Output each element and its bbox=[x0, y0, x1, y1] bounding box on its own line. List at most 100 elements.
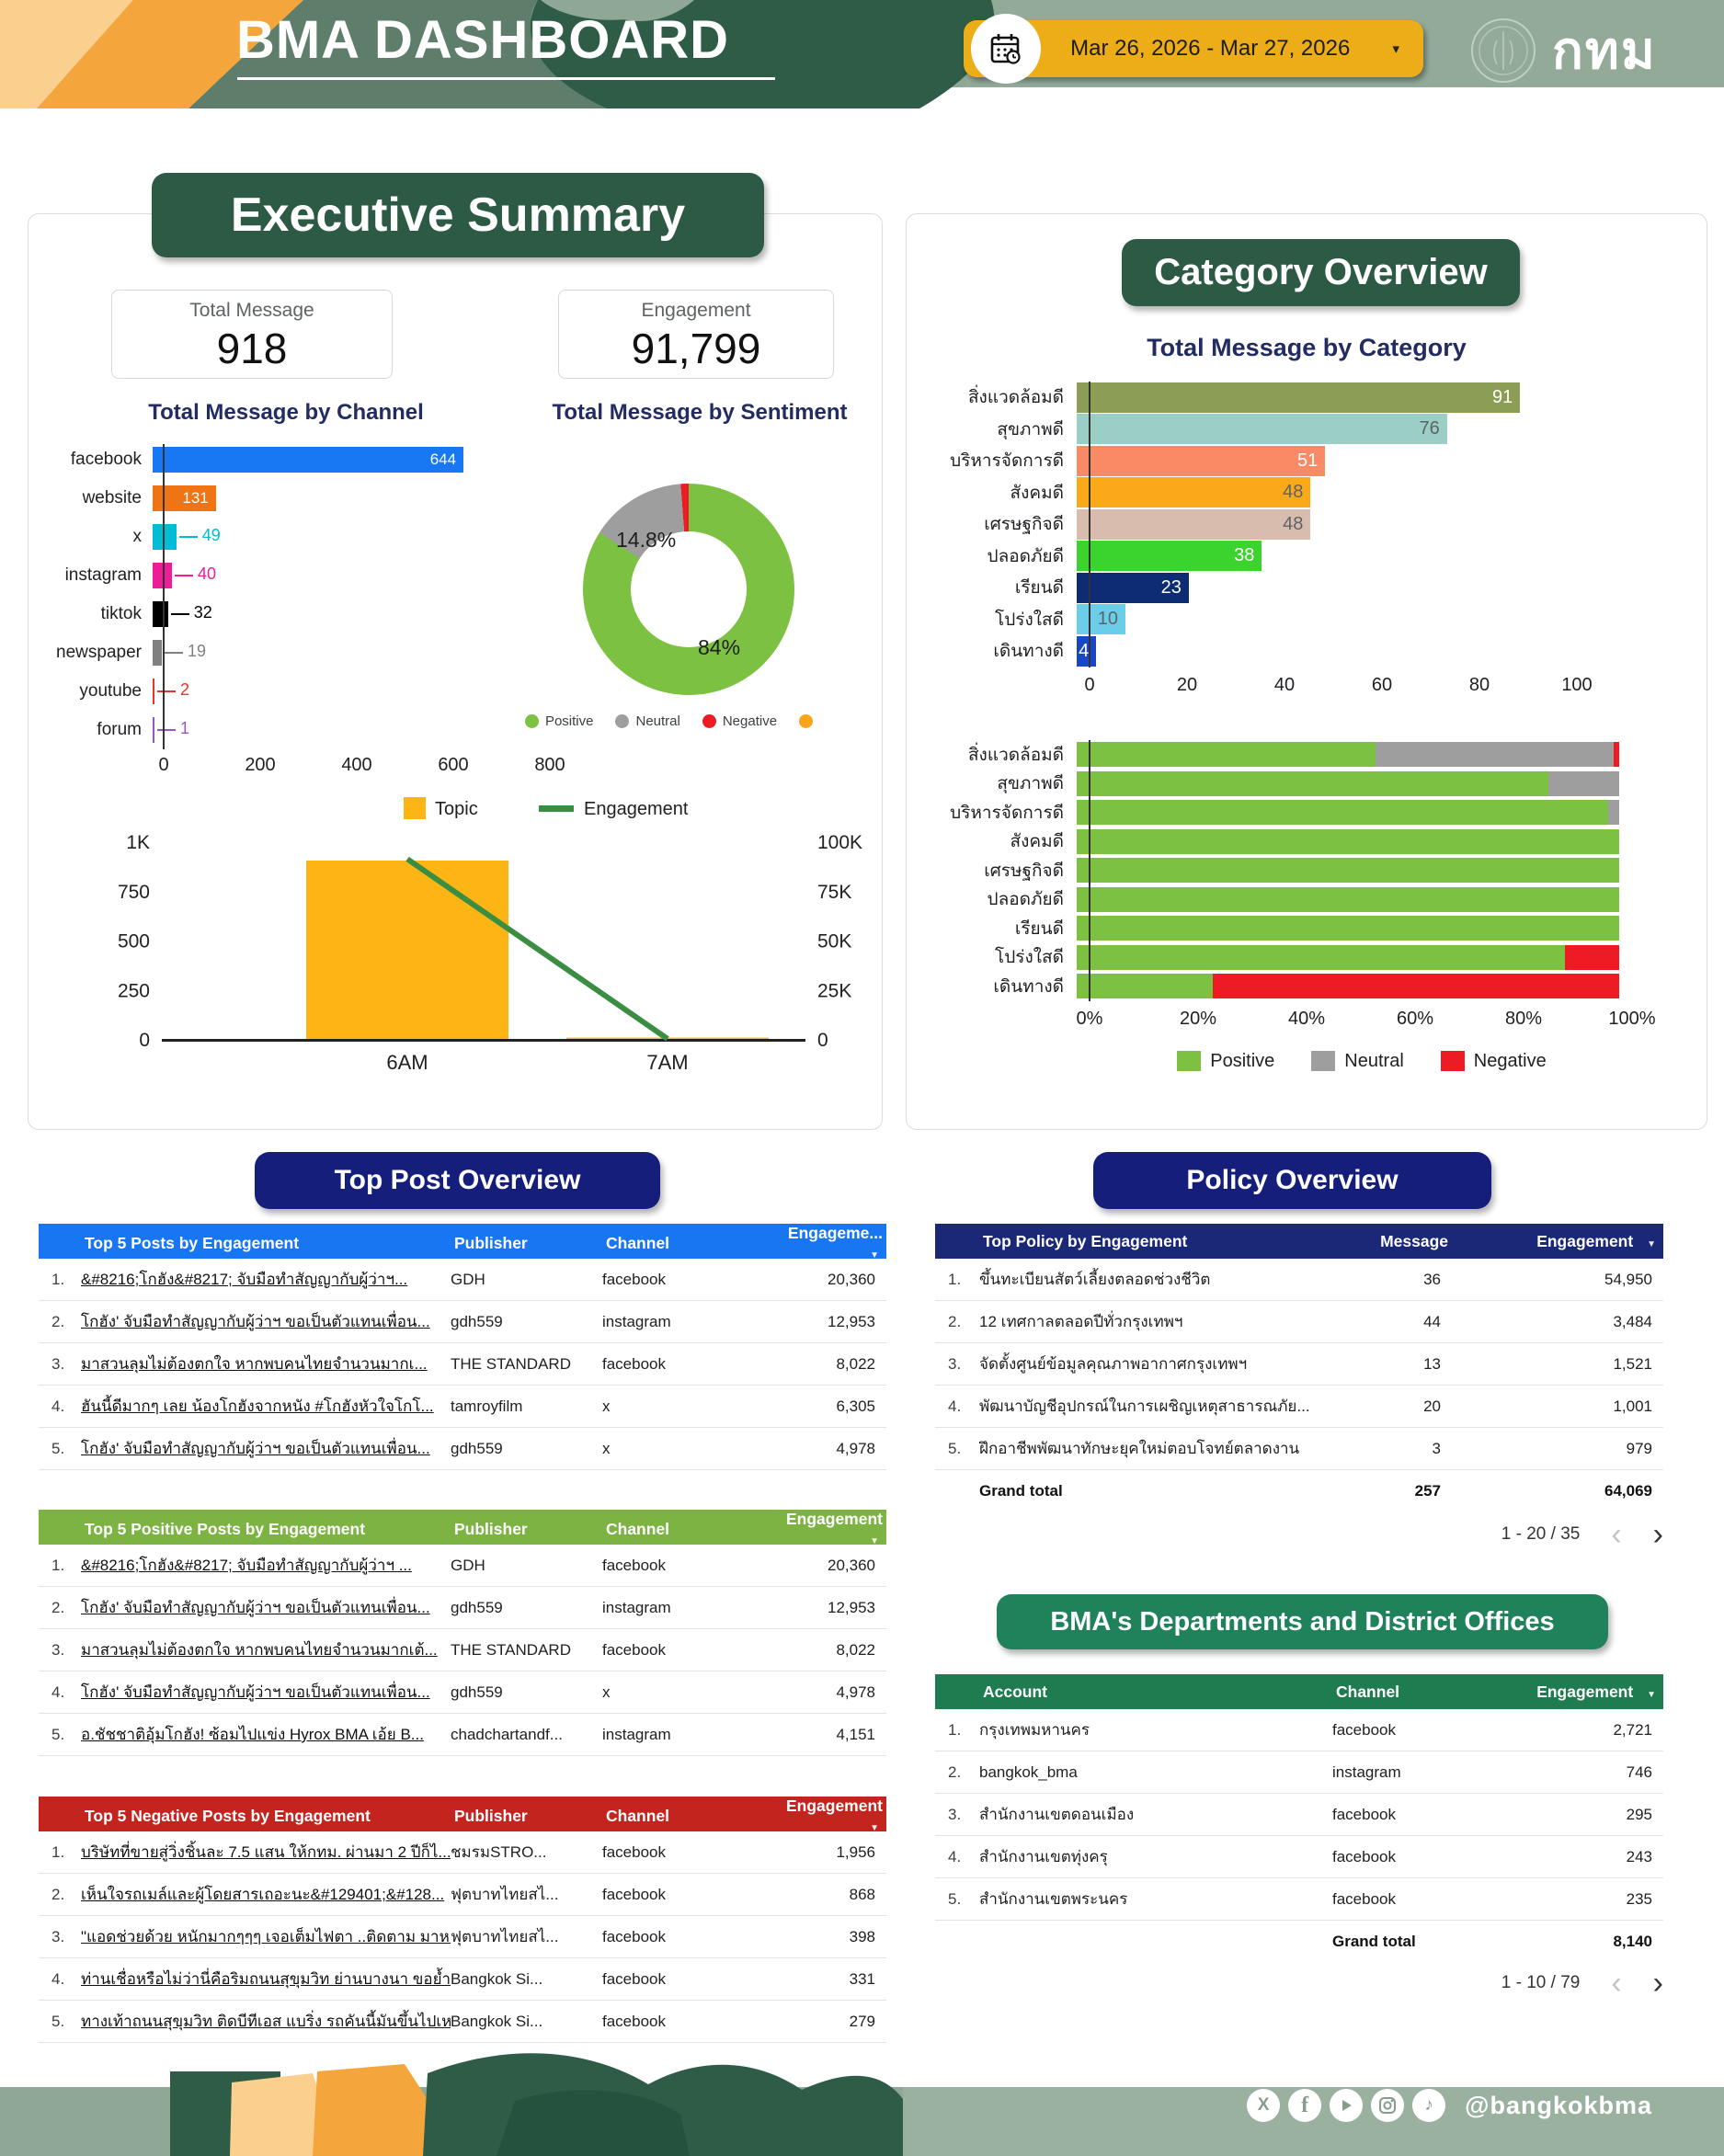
legend-dot bbox=[702, 714, 716, 728]
engagement-cell: 1,521 bbox=[1613, 1354, 1652, 1373]
channel-cell: instagram bbox=[1332, 1762, 1401, 1781]
header-engagement[interactable]: Engagement ▼ bbox=[785, 1797, 883, 1833]
post-link[interactable]: "แอดช่วยด้วย หนักมากๆๆๆ เจอเต็มไฟตา ..ติ… bbox=[81, 1928, 451, 1945]
bar-value-label: 91 bbox=[1492, 386, 1513, 407]
sort-icon[interactable]: ▼ bbox=[870, 1250, 879, 1261]
publisher-cell: chadchartandf... bbox=[451, 1725, 563, 1743]
sort-icon[interactable]: ▼ bbox=[870, 1823, 879, 1833]
publisher-cell: GDH bbox=[451, 1270, 485, 1288]
post-link[interactable]: โกฮัง' จับมือทำสัญญากับผู้ว่าฯ ขอเป็นตัว… bbox=[81, 1683, 430, 1701]
header-engagement[interactable]: Engagement ▼ bbox=[785, 1510, 883, 1546]
channel-cell: facebook bbox=[602, 1842, 666, 1861]
channel-cell: facebook bbox=[602, 1927, 666, 1945]
header-engagement[interactable]: Engagement ▼ bbox=[1516, 1683, 1663, 1702]
prev-page-button[interactable]: ‹ bbox=[1611, 1966, 1622, 2001]
category-bar: 76 bbox=[1077, 414, 1447, 445]
x-icon[interactable]: X bbox=[1247, 2089, 1281, 2122]
grand-total-message: 257 bbox=[1414, 1482, 1441, 1500]
message-cell: 36 bbox=[1423, 1270, 1441, 1288]
post-link[interactable]: &#8216;โกฮัง&#8217; จับมือทำสัญญากับผู้ว… bbox=[81, 1557, 412, 1574]
channel-label: tiktok bbox=[100, 604, 142, 623]
post-link[interactable]: โกฮัง' จับมือทำสัญญากับผู้ว่าฯ ขอเป็นตัว… bbox=[81, 1313, 430, 1330]
sort-icon[interactable]: ▼ bbox=[1647, 1689, 1656, 1700]
footer-social: X f ♪ @bangkokbma bbox=[1247, 2089, 1652, 2122]
category-label: บริหารจัดการดี bbox=[950, 451, 1064, 472]
stacked-bar-row: สุขภาพดี bbox=[930, 770, 1684, 799]
post-link[interactable]: &#8216;โกฮัง&#8217; จับมือทำสัญญากับผู้ว… bbox=[81, 1271, 408, 1288]
engagement-cell: 4,978 bbox=[836, 1439, 875, 1457]
category-bar-row: สุขภาพดี 76 bbox=[930, 414, 1684, 446]
engagement-cell: 20,360 bbox=[828, 1556, 875, 1574]
executive-summary-title: Executive Summary bbox=[152, 173, 764, 257]
channel-cell: instagram bbox=[602, 1598, 671, 1616]
category-bar-row: โปร่งใสดี 10 bbox=[930, 604, 1684, 636]
legend-item: Neutral bbox=[1311, 1051, 1404, 1072]
sort-icon[interactable]: ▼ bbox=[1647, 1238, 1656, 1249]
left-axis-tick: 750 bbox=[118, 882, 150, 903]
header-account: Account bbox=[983, 1682, 1047, 1701]
row-number: 2. bbox=[948, 1762, 962, 1781]
channel-cell: facebook bbox=[1332, 1720, 1396, 1739]
tiktok-icon[interactable]: ♪ bbox=[1412, 2089, 1446, 2122]
post-link[interactable]: เห็นใจรถเมล์และผู้โดยสารเถอะนะ&#129401;&… bbox=[81, 1886, 445, 1903]
channel-cell: facebook bbox=[602, 1270, 666, 1288]
right-axis-tick: 75K bbox=[817, 882, 851, 903]
table-header: Top 5 Posts by Engagement Publisher Channe… bbox=[39, 1224, 886, 1261]
header-engagement[interactable]: Engageme... ▼ bbox=[787, 1224, 883, 1261]
post-link[interactable]: บริษัทที่ขายสู่วิ่งชิ้นละ 7.5 แสน ให้กทม… bbox=[81, 1843, 451, 1861]
page-range: 1 - 10 / 79 bbox=[1501, 1973, 1581, 1992]
channel-cell: facebook bbox=[1332, 1805, 1396, 1823]
stat-value: 91,799 bbox=[631, 325, 761, 372]
post-link[interactable]: มาสวนลุมไม่ต้องตกใจ หากพบคนไทยจำนวนมากเต… bbox=[81, 1641, 438, 1659]
channel-cell: facebook bbox=[1332, 1889, 1396, 1908]
channel-bar-row: newspaper 19 bbox=[42, 633, 594, 672]
row-number: 4. bbox=[51, 1397, 65, 1415]
bar-value-label: 48 bbox=[1283, 482, 1304, 503]
channel-label: instagram bbox=[64, 565, 142, 585]
category-bar-row: สังคมดี 48 bbox=[930, 477, 1684, 509]
x-axis-label: 7AM bbox=[646, 1051, 688, 1074]
x-axis-line bbox=[162, 1039, 805, 1042]
next-page-button[interactable]: › bbox=[1652, 1966, 1663, 2001]
prev-page-button[interactable]: ‹ bbox=[1611, 1517, 1622, 1552]
engagement-cell: 331 bbox=[849, 1969, 875, 1988]
facebook-icon[interactable]: f bbox=[1288, 2089, 1322, 2122]
engagement-cell: 4,978 bbox=[836, 1683, 875, 1701]
next-page-button[interactable]: › bbox=[1652, 1517, 1663, 1552]
message-cell: 13 bbox=[1423, 1354, 1441, 1373]
post-link[interactable]: มาสวนลุมไม่ต้องตกใจ หากพบคนไทยจำนวนมากเ.… bbox=[81, 1355, 428, 1373]
table-row: 5. อ.ชัชชาติอุ้มโกฮัง! ซ้อมไปแข่ง Hyrox B… bbox=[39, 1714, 886, 1756]
sort-icon[interactable]: ▼ bbox=[870, 1536, 879, 1546]
bar-value-label: 10 bbox=[1097, 609, 1118, 630]
calendar-icon bbox=[971, 14, 1041, 84]
post-link[interactable]: ท่านเชื่อหรือไม่ว่านี่คือริมถนนสุขุมวิท … bbox=[81, 1970, 451, 1988]
page-title: BMA DASHBOARD bbox=[235, 10, 730, 70]
header-engagement[interactable]: Engagement ▼ bbox=[1452, 1232, 1663, 1251]
publisher-cell: gdh559 bbox=[451, 1683, 503, 1701]
instagram-icon[interactable] bbox=[1371, 2089, 1405, 2122]
category-bar: 23 bbox=[1077, 572, 1189, 603]
post-link[interactable]: ฮันนี้ดีมากๆ เลย น้องโกฮังจากหนัง #โกฮัง… bbox=[81, 1397, 434, 1415]
table-row: 5. ฝึกอาชีพพัฒนาทักษะยุคใหม่ตอบโจทย์ตลาดง… bbox=[935, 1428, 1663, 1470]
post-link[interactable]: อ.ชัชชาติอุ้มโกฮัง! ซ้อมไปแข่ง Hyrox BMA… bbox=[81, 1726, 424, 1743]
engagement-cell: 1,001 bbox=[1613, 1397, 1652, 1415]
category-bar-row: เดินทางดี 4 bbox=[930, 635, 1684, 667]
table-row: 3. มาสวนลุมไม่ต้องตกใจ หากพบคนไทยจำนวนมาก… bbox=[39, 1629, 886, 1671]
post-link[interactable]: โกฮัง' จับมือทำสัญญากับผู้ว่าฯ ขอเป็นตัว… bbox=[81, 1599, 430, 1616]
departments-pagination: 1 - 10 / 79 ‹ › bbox=[935, 1966, 1663, 2001]
youtube-icon[interactable] bbox=[1330, 2089, 1364, 2122]
row-number: 3. bbox=[51, 1927, 65, 1945]
account-cell: สำนักงานเขตดอนเมือง bbox=[979, 1806, 1135, 1823]
header-title: Top 5 Negative Posts by Engagement bbox=[85, 1806, 371, 1825]
axis-tick: 40% bbox=[1287, 1008, 1326, 1029]
header-channel: Channel bbox=[606, 1519, 670, 1538]
category-bar-row: เศรษฐกิจดี 48 bbox=[930, 508, 1684, 541]
legend-dot bbox=[799, 714, 814, 728]
category-sentiment-chart: สิ่งแวดล้อมดี สุขภาพดี บริหารจัดการดี สังคม… bbox=[930, 740, 1684, 1072]
sentiment-segment-positive bbox=[1077, 886, 1619, 912]
post-link[interactable]: ทางเท้าถนนสุขุมวิท ติดบีทีเอส แบริ่ง รถค… bbox=[81, 2013, 451, 2030]
legend-item: Neutral bbox=[615, 713, 680, 729]
post-link[interactable]: โกฮัง' จับมือทำสัญญากับผู้ว่าฯ ขอเป็นตัว… bbox=[81, 1440, 430, 1457]
date-range-picker[interactable]: Mar 26, 2026 - Mar 27, 2026 ▾ bbox=[964, 14, 1423, 84]
channel-chart-title: Total Message by Channel bbox=[148, 400, 424, 425]
